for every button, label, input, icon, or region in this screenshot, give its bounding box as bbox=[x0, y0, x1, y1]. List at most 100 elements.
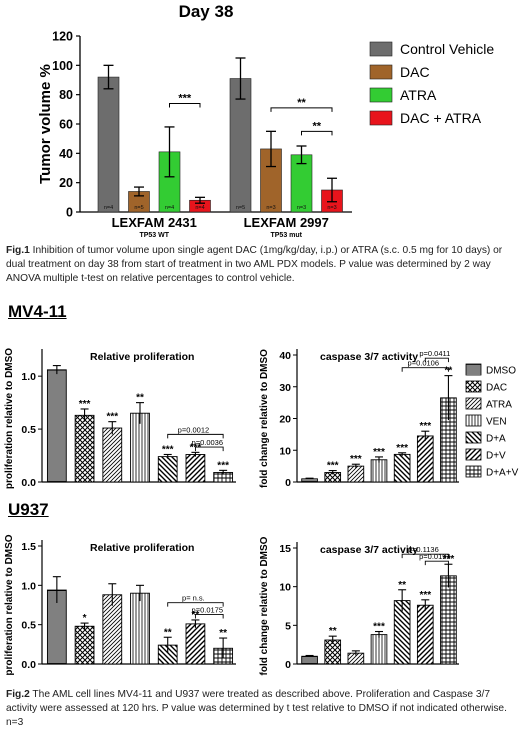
fig2-chart-title: Relative proliferation bbox=[90, 542, 194, 554]
fig2-y-tick-label: 1.0 bbox=[21, 371, 36, 383]
fig2-legend-label: D+A bbox=[486, 434, 506, 445]
fig2-y-tick-label: 0.0 bbox=[21, 659, 36, 671]
fig1-n-label: n=5 bbox=[134, 205, 143, 211]
fig2-significance-bracket bbox=[424, 357, 449, 363]
fig2-significance-star: *** bbox=[396, 443, 408, 454]
fig2-significance-star: * bbox=[83, 613, 87, 624]
fig1-y-tick-label: 120 bbox=[52, 30, 73, 44]
fig1-y-tick-label: 20 bbox=[59, 176, 73, 190]
fig2-y-tick-label: 20 bbox=[279, 414, 291, 426]
fig2-bar bbox=[393, 453, 411, 483]
fig2-caption: Fig.2 The AML cell lines MV4-11 and U937… bbox=[6, 688, 514, 730]
fig1-n-label: n=4 bbox=[104, 205, 113, 211]
fig2-y-tick-label: 15 bbox=[279, 543, 291, 555]
fig2-y-tick-label: 30 bbox=[279, 382, 291, 394]
fig2-y-tick-label: 10 bbox=[279, 445, 291, 457]
fig2-bar bbox=[185, 623, 206, 665]
fig2-significance-bracket bbox=[401, 553, 449, 559]
fig2-p-value-label: p=0.0036 bbox=[192, 438, 224, 447]
fig2-bar bbox=[301, 655, 318, 665]
fig2-significance-star: ** bbox=[329, 626, 337, 637]
fig2-significance-bracket bbox=[424, 560, 449, 566]
fig2-bar bbox=[416, 435, 434, 483]
fig1-group-sublabel: TP53 mut bbox=[270, 232, 302, 239]
fig2-y-tick-label: 5 bbox=[285, 620, 291, 632]
fig1-caption-text: Inhibition of tumor volume upon single a… bbox=[6, 245, 503, 284]
fig2-legend-swatch bbox=[465, 363, 482, 376]
fig2-p-value-label: p= n.s. bbox=[182, 594, 205, 603]
fig1-y-axis-label: Tumor volume % bbox=[37, 64, 54, 184]
fig1-title: Day 38 bbox=[179, 2, 234, 21]
fig2-legend-swatch bbox=[465, 380, 482, 393]
fig2-legend-swatch bbox=[465, 465, 482, 478]
fig2-y-tick-label: 1.0 bbox=[21, 580, 36, 592]
fig2-caption-text: The AML cell lines MV4-11 and U937 were … bbox=[6, 689, 507, 728]
fig2-significance-star: *** bbox=[373, 622, 385, 633]
fig2-significance-star: ** bbox=[219, 628, 227, 639]
fig2-y-tick-label: 0 bbox=[285, 659, 291, 671]
fig2-bar bbox=[185, 454, 206, 483]
fig2-y-axis-label: proliferation relative to DMSO bbox=[4, 534, 15, 675]
section-title-mv4-11: MV4-11 bbox=[8, 302, 67, 321]
fig2-significance-star: *** bbox=[419, 421, 431, 432]
fig1-legend-swatch bbox=[369, 87, 393, 103]
fig2-significance-star: *** bbox=[327, 461, 339, 472]
fig1-y-tick-label: 0 bbox=[66, 206, 73, 220]
fig1-legend-swatch bbox=[369, 110, 393, 126]
fig1-legend-swatch bbox=[369, 41, 393, 57]
fig2-significance-star: ** bbox=[398, 580, 406, 591]
fig2-significance-bracket bbox=[167, 433, 224, 439]
fig2-bar bbox=[74, 414, 95, 483]
fig2-bar bbox=[74, 625, 95, 665]
fig1-group-label: LEXFAM 2431 bbox=[112, 215, 197, 230]
fig2-bar bbox=[157, 456, 178, 483]
fig2-significance-star: *** bbox=[79, 399, 91, 410]
fig2-significance-star: *** bbox=[162, 444, 174, 455]
fig2-significance-star: *** bbox=[350, 454, 362, 465]
fig2-bar bbox=[130, 592, 150, 665]
fig1-legend-swatch bbox=[369, 64, 393, 80]
fig1-significance-label: *** bbox=[178, 92, 192, 104]
fig1-legend-label: Control Vehicle bbox=[400, 41, 494, 57]
fig2-legend-swatch bbox=[465, 431, 482, 444]
fig2-significance-bracket bbox=[401, 367, 449, 372]
fig2-p-value-label: p=0.1136 bbox=[408, 545, 439, 554]
fig2-chart-title: Relative proliferation bbox=[90, 351, 194, 363]
fig1-group-label: LEXFAM 2997 bbox=[244, 215, 329, 230]
fig2-y-tick-label: 0 bbox=[285, 477, 291, 489]
fig1-caption: Fig.1 Inhibition of tumor volume upon si… bbox=[6, 244, 514, 286]
fig2-p-value-label: p=0.0175 bbox=[192, 605, 224, 614]
fig2-legend-label: D+A+V bbox=[486, 468, 519, 479]
fig2-legend-swatch bbox=[465, 397, 482, 410]
fig1-chart: Day 38 Tumor volume % 0 20 40 60 80 100 120 n=4 n=… bbox=[37, 2, 494, 239]
fig2-bar bbox=[416, 604, 434, 665]
fig2-significance-star: *** bbox=[419, 590, 431, 601]
fig1-n-label: n=3 bbox=[327, 205, 336, 211]
fig2-p-value-label: p=0.0193 bbox=[419, 552, 451, 561]
fig2-bar bbox=[347, 465, 365, 483]
fig2-legend-swatch bbox=[465, 448, 482, 461]
fig1-legend-label: DAC + ATRA bbox=[400, 110, 482, 126]
fig2-legend-label: VEN bbox=[486, 417, 507, 428]
fig1-significance-bracket bbox=[169, 102, 201, 108]
fig2-legend-label: DAC bbox=[486, 383, 507, 394]
fig1-y-tick-label: 80 bbox=[59, 88, 73, 102]
fig2-y-tick-label: 0.0 bbox=[21, 477, 36, 489]
fig2-p-value-label: p=0.0106 bbox=[408, 359, 440, 368]
fig2-bar bbox=[102, 427, 123, 483]
fig2-caption-label: Fig.2 bbox=[6, 689, 30, 700]
fig2-legend-label: ATRA bbox=[486, 400, 512, 411]
fig1-bar bbox=[97, 76, 120, 213]
fig2-significance-star: ** bbox=[136, 393, 144, 404]
fig2-bar bbox=[370, 634, 388, 665]
fig1-legend-label: ATRA bbox=[400, 87, 437, 103]
fig2-significance-bracket bbox=[194, 613, 224, 619]
fig2-p-value-label: p=0.0411 bbox=[419, 349, 450, 358]
fig1-significance-bracket bbox=[301, 130, 333, 136]
fig1-significance-label: ** bbox=[312, 120, 321, 132]
fig2-y-tick-label: 0.5 bbox=[21, 620, 36, 632]
fig2-bar bbox=[440, 575, 457, 665]
fig2-legend-label: D+V bbox=[486, 451, 506, 462]
fig1-caption-label: Fig.1 bbox=[6, 245, 30, 256]
